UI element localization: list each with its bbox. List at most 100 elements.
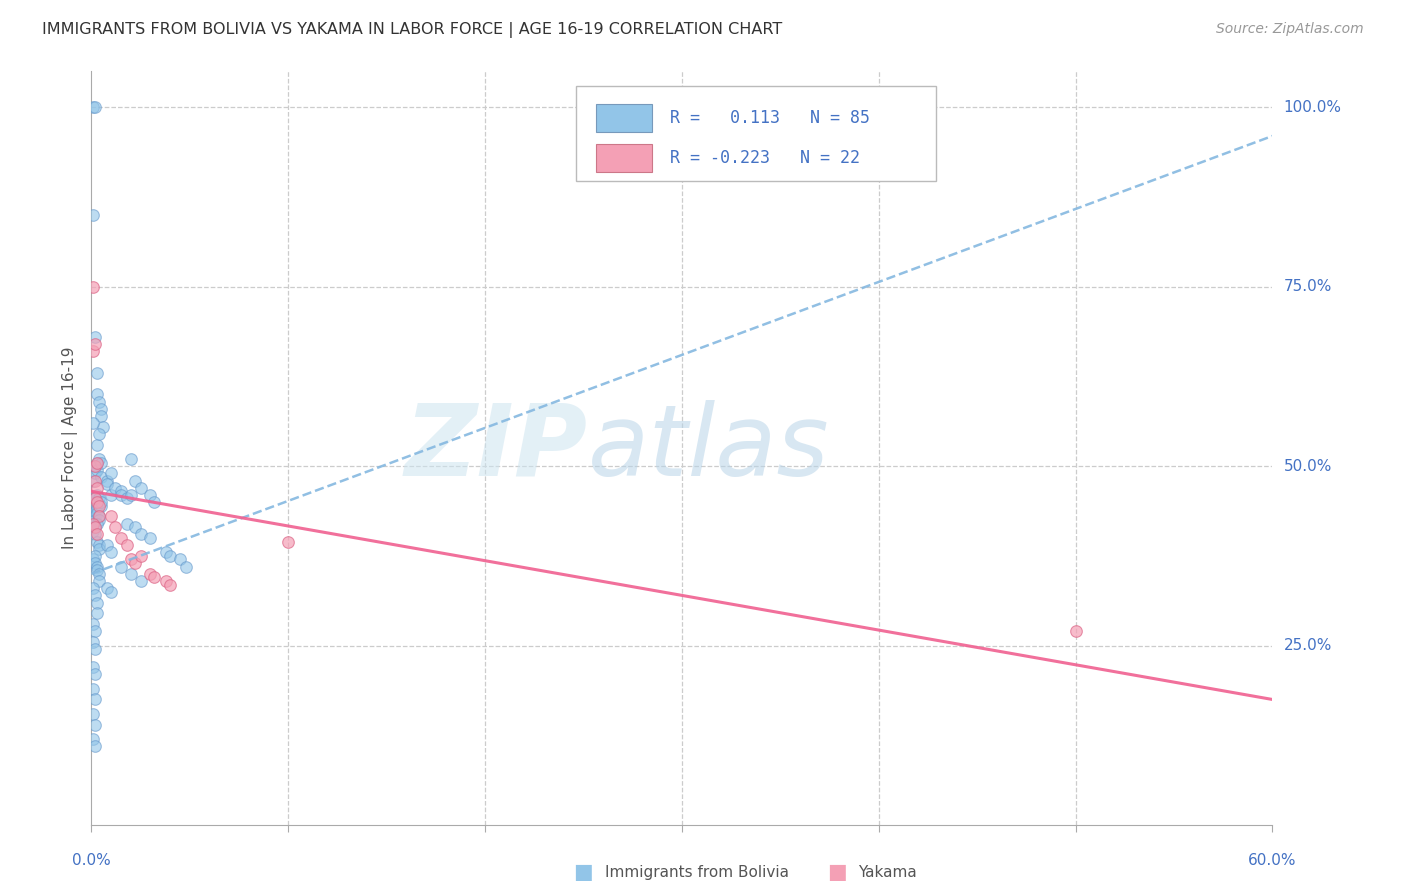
Point [86, 456, 108, 470]
Point [169, 552, 191, 566]
Text: 0.0%: 0.0% [72, 853, 111, 868]
Point [82, 416, 104, 430]
Point [84, 588, 107, 602]
Point [82, 279, 104, 293]
Point [86, 437, 108, 451]
Point [159, 577, 181, 591]
Point [120, 566, 142, 581]
Point [143, 570, 166, 584]
Point [100, 545, 122, 559]
Point [124, 520, 146, 534]
Point [89, 491, 111, 506]
Point [86, 456, 108, 470]
Point [110, 559, 132, 574]
Point [89, 541, 111, 556]
Point [84, 527, 107, 541]
Text: 100.0%: 100.0% [1284, 100, 1341, 115]
Point [89, 499, 111, 513]
Point [86, 534, 108, 549]
Point [84, 459, 107, 474]
Point [82, 474, 104, 488]
Point [277, 534, 299, 549]
Point [115, 491, 138, 506]
Point [84, 337, 107, 351]
Point [84, 520, 107, 534]
Point [129, 574, 152, 588]
Point [89, 394, 111, 409]
Point [110, 488, 132, 502]
Point [84, 692, 107, 706]
Point [86, 488, 108, 502]
Point [155, 545, 177, 559]
Point [86, 506, 108, 520]
Point [90, 495, 112, 509]
Point [159, 549, 181, 563]
Point [84, 491, 107, 506]
Point [84, 513, 107, 527]
FancyBboxPatch shape [575, 87, 936, 181]
Point [84, 509, 107, 524]
Point [82, 635, 104, 649]
Point [82, 617, 104, 632]
Point [86, 495, 108, 509]
Point [82, 581, 104, 595]
Point [84, 330, 107, 344]
Point [84, 624, 107, 639]
Text: Source: ZipAtlas.com: Source: ZipAtlas.com [1216, 22, 1364, 37]
Point [89, 452, 111, 467]
Point [84, 520, 107, 534]
Point [84, 717, 107, 731]
Point [86, 596, 108, 610]
Point [82, 660, 104, 674]
Point [100, 584, 122, 599]
Point [86, 502, 108, 516]
Point [129, 527, 152, 541]
Point [96, 581, 118, 595]
Text: R = -0.223   N = 22: R = -0.223 N = 22 [671, 149, 860, 167]
Point [82, 344, 104, 359]
Point [86, 463, 108, 477]
Bar [596, 144, 652, 172]
Text: 25.0%: 25.0% [1284, 638, 1331, 653]
Point [139, 531, 162, 545]
Point [124, 556, 146, 570]
Point [90, 401, 112, 416]
Point [82, 100, 104, 114]
Point [89, 574, 111, 588]
Point [82, 524, 104, 538]
Point [89, 513, 111, 527]
Point [86, 366, 108, 380]
Point [139, 488, 162, 502]
Point [110, 484, 132, 499]
Point [86, 559, 108, 574]
Point [89, 566, 111, 581]
Point [90, 409, 112, 423]
Point [124, 474, 146, 488]
Point [90, 499, 112, 513]
Point [84, 556, 107, 570]
Point [104, 520, 127, 534]
Text: IMMIGRANTS FROM BOLIVIA VS YAKAMA IN LABOR FORCE | AGE 16-19 CORRELATION CHART: IMMIGRANTS FROM BOLIVIA VS YAKAMA IN LAB… [42, 22, 782, 38]
Point [84, 642, 107, 657]
Point [82, 706, 104, 721]
Point [84, 549, 107, 563]
Point [89, 509, 111, 524]
Point [86, 499, 108, 513]
Point [82, 552, 104, 566]
Point [120, 488, 142, 502]
Point [86, 563, 108, 577]
Point [120, 452, 142, 467]
Point [96, 538, 118, 552]
Point [86, 387, 108, 401]
Text: R =   0.113   N = 85: R = 0.113 N = 85 [671, 109, 870, 127]
Point [84, 491, 107, 506]
Point [139, 566, 162, 581]
Point [90, 470, 112, 484]
Point [129, 481, 152, 495]
Point [174, 559, 197, 574]
Point [84, 100, 107, 114]
Point [84, 667, 107, 681]
Text: ZIP: ZIP [405, 400, 588, 497]
Point [104, 481, 127, 495]
Point [90, 456, 112, 470]
